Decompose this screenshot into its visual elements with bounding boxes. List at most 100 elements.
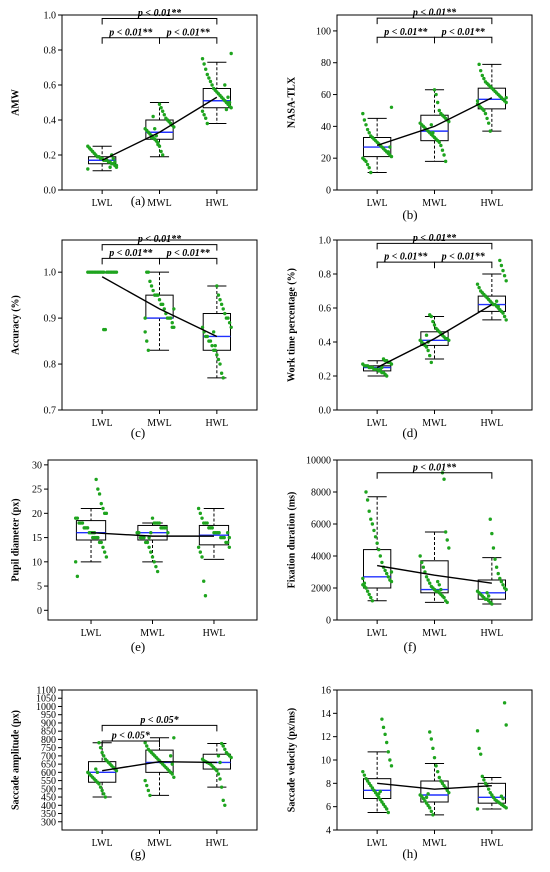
data-point [443, 599, 448, 603]
data-point [102, 792, 106, 796]
y-tick-label: 1050 [36, 694, 56, 705]
x-tick-label: LWL [367, 198, 388, 209]
data-point [479, 68, 483, 73]
data-point [488, 129, 492, 133]
data-point [87, 531, 92, 535]
data-point [218, 362, 222, 366]
data-point [159, 302, 163, 307]
significance-bracket [101, 724, 218, 732]
data-point [99, 501, 103, 506]
data-point [424, 575, 429, 579]
data-point [202, 579, 206, 583]
y-tick-label: 1100 [36, 686, 56, 697]
data-point [172, 736, 176, 740]
data-point [499, 263, 504, 268]
significance-label: p < 0.01** [108, 248, 153, 259]
data-point [216, 293, 221, 297]
data-point [418, 338, 422, 342]
data-point [383, 568, 387, 573]
data-point [155, 569, 160, 574]
significance-label: p < 0.01** [441, 252, 486, 263]
data-point [418, 793, 422, 797]
data-point [488, 517, 492, 521]
y-tick-label: 700 [41, 751, 56, 762]
x-tick-label: HWL [480, 418, 503, 429]
data-point [480, 73, 484, 78]
data-point [143, 330, 147, 334]
data-point [475, 807, 480, 811]
y-tick-label: 900 [41, 718, 56, 729]
y-axis-label: Accuracy (%) [10, 295, 21, 355]
data-point [502, 274, 507, 278]
data-point [227, 545, 232, 549]
significance-label: p < 0.01** [441, 27, 486, 38]
y-axis-label: Fixation duration (ms) [286, 492, 297, 589]
data-point [162, 113, 166, 117]
data-point [361, 111, 365, 116]
data-point [493, 557, 497, 561]
data-point [504, 279, 508, 283]
y-tick-label: 60 [321, 90, 331, 101]
data-point [386, 750, 390, 754]
data-point [170, 321, 174, 325]
data-point [212, 531, 216, 535]
data-point [367, 166, 371, 170]
data-point [486, 121, 491, 125]
x-tick-label: HWL [480, 628, 503, 639]
data-point [224, 540, 228, 545]
panel-label: (e) [131, 639, 145, 654]
data-point [431, 131, 435, 135]
data-point [381, 725, 386, 730]
data-point [215, 353, 219, 357]
data-point [364, 123, 368, 127]
significance-bracket [101, 257, 160, 265]
x-tick-label: HWL [205, 418, 228, 429]
panel-2: 0 20 40 60 80 100 LWL MWL HWL NASA-TLX p < 0.01** p… [286, 8, 533, 222]
y-tick-label: 0.6 [44, 81, 57, 92]
data-point [97, 540, 102, 545]
y-tick-label: 0.2 [44, 151, 57, 162]
data-point [418, 121, 422, 125]
x-tick-label: LWL [92, 198, 113, 209]
significance-bracket [159, 257, 218, 265]
data-point [429, 809, 434, 814]
data-point [152, 521, 156, 525]
data-point [364, 776, 368, 781]
y-axis-label: AMW [10, 89, 21, 116]
data-point [369, 517, 373, 521]
data-point [143, 741, 147, 745]
data-point [86, 270, 90, 274]
data-point [361, 362, 365, 366]
data-point [434, 92, 438, 97]
mean-trend-line [90, 532, 214, 537]
y-tick-label: 8000 [311, 488, 331, 499]
data-point [435, 579, 440, 584]
data-point [218, 760, 222, 765]
data-point [149, 531, 153, 535]
box-lwl [75, 520, 107, 541]
data-point [159, 526, 163, 530]
data-point [501, 583, 505, 587]
data-point [95, 770, 100, 775]
y-tick-label: 15 [32, 533, 42, 544]
data-point [475, 729, 480, 733]
data-point [437, 775, 441, 780]
x-tick-label: LWL [367, 418, 388, 429]
x-tick-label: HWL [480, 198, 503, 209]
data-point [367, 592, 371, 597]
data-point [502, 314, 507, 319]
data-point [365, 589, 370, 593]
y-tick-label: 16 [321, 686, 331, 697]
data-point [143, 127, 147, 131]
x-tick-label: MWL [422, 838, 446, 849]
data-point [149, 284, 154, 288]
y-tick-label: 0 [326, 616, 331, 627]
significance-label: p < 0.01** [412, 462, 457, 473]
data-point [439, 779, 443, 783]
data-point [103, 757, 108, 761]
x-tick-label: MWL [422, 198, 446, 209]
data-point [443, 530, 448, 534]
panel-label: (b) [402, 207, 417, 222]
data-point [439, 143, 443, 148]
data-point [385, 740, 389, 745]
